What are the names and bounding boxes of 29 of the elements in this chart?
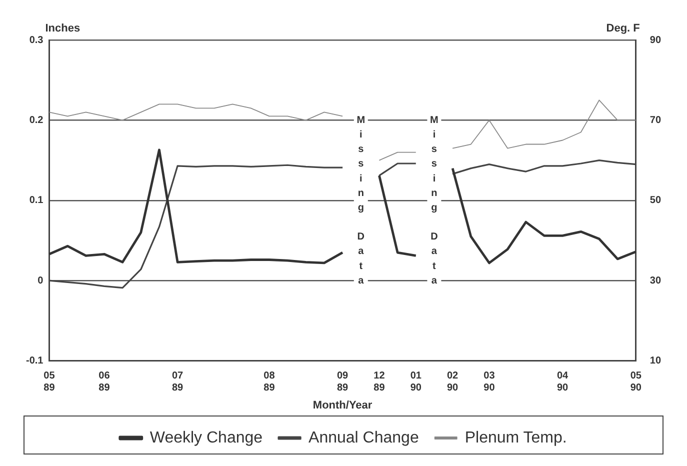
y2-tick-label: 70: [650, 114, 662, 126]
x-tick-label: 06 89: [98, 370, 110, 394]
x-tick-label: 08 89: [264, 370, 276, 394]
text: Missing Data: [430, 114, 438, 286]
legend-label: Annual Change: [308, 429, 419, 446]
y-axis-title: Inches: [45, 22, 80, 35]
y-tick-label: 0.3: [29, 34, 44, 46]
x-tick-label: 03 90: [484, 370, 496, 394]
legend-label: Plenum Temp.: [464, 429, 567, 446]
y2-axis-title: Deg. F: [606, 22, 640, 35]
y2-tick-label: 90: [650, 34, 662, 46]
y-tick-label: 0.2: [29, 114, 44, 126]
y-tick-label: -0.1: [26, 356, 44, 367]
y2-tick-label: 30: [650, 275, 662, 286]
x-tick-label: 02 90: [446, 370, 459, 394]
y2-tick-label: 10: [650, 356, 662, 367]
legend-label: Weekly Change: [150, 429, 263, 446]
x-axis-title: Month/Year: [312, 399, 373, 412]
x-tick-label: 07 89: [172, 370, 184, 394]
x-tick-label: 09 89: [336, 370, 349, 394]
x-tick-label: 12 89: [374, 370, 386, 394]
y2-tick-label: 50: [650, 195, 662, 206]
y-tick-label: 0: [38, 275, 44, 286]
x-tick-label: 05 90: [630, 370, 642, 394]
y-tick-label: 0.1: [29, 195, 44, 206]
text: Missing Data: [356, 114, 366, 286]
x-tick-label: 04 90: [556, 370, 569, 394]
x-tick-label: 01 90: [410, 370, 422, 394]
x-tick-label: 05 89: [44, 370, 56, 394]
